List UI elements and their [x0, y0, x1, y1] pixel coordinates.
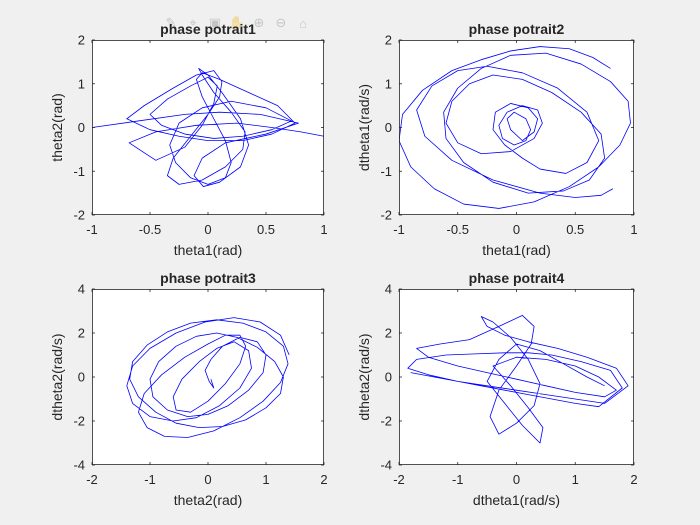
figure-toolbar: ✎ ⌖ ▣ ✋ ⊕ ⊖ ⌂	[162, 14, 312, 32]
y-tick-label: 4	[78, 282, 85, 297]
x-tick-label: 1	[262, 472, 269, 487]
x-axis-label: theta1(rad)	[174, 242, 242, 258]
x-axis-label: dtheta1(rad/s)	[473, 492, 560, 508]
y-tick-label: 1	[78, 76, 85, 91]
chart-title: phase potrait1	[160, 21, 256, 37]
data-tip-icon[interactable]: ⌖	[189, 15, 197, 30]
y-axis-label: dtheta1(rad/s)	[356, 84, 372, 171]
chart-title: phase potrait2	[469, 21, 565, 37]
data-series-line	[407, 314, 629, 444]
data-series-line	[399, 46, 631, 209]
y-tick-label: 1	[385, 76, 392, 91]
y-tick-label: -2	[73, 414, 85, 429]
y-axis-label: theta2(rad)	[49, 93, 65, 161]
x-axis-label: theta2(rad)	[174, 492, 242, 508]
home-icon[interactable]: ⌂	[299, 15, 307, 31]
x-tick-label: 2	[320, 472, 327, 487]
chart-title: phase potrait4	[469, 270, 565, 286]
x-tick-label: -0.5	[139, 222, 161, 237]
y-axis-label: dtheta2(rad/s)	[356, 333, 372, 420]
x-tick-label: 0	[513, 472, 520, 487]
x-tick-label: 0	[204, 222, 211, 237]
x-tick-label: -0.5	[447, 222, 469, 237]
pan-icon[interactable]: ✋	[228, 15, 246, 30]
y-tick-label: -4	[73, 458, 85, 473]
y-tick-label: -4	[380, 458, 392, 473]
plot-area	[92, 40, 324, 215]
y-tick-label: 0	[78, 120, 85, 135]
x-tick-label: 2	[630, 472, 637, 487]
x-tick-label: -1	[452, 472, 464, 487]
x-tick-label: -2	[86, 472, 98, 487]
y-tick-label: -2	[73, 208, 85, 223]
x-tick-label: 1	[630, 222, 637, 237]
x-tick-label: 0	[204, 472, 211, 487]
save-icon[interactable]: ▣	[208, 15, 222, 30]
data-series-line	[92, 68, 324, 187]
x-tick-label: -2	[393, 472, 405, 487]
x-tick-label: -1	[86, 222, 98, 237]
y-tick-label: 2	[385, 33, 392, 48]
zoom-in-icon[interactable]: ⊕	[253, 15, 265, 30]
y-tick-label: 2	[78, 33, 85, 48]
x-tick-label: 0.5	[566, 222, 584, 237]
y-tick-label: 2	[78, 326, 85, 341]
zoom-out-icon[interactable]: ⊖	[275, 15, 287, 30]
x-tick-label: 1	[572, 472, 579, 487]
x-tick-label: -1	[393, 222, 405, 237]
plot-area	[92, 289, 324, 465]
x-tick-label: 0	[513, 222, 520, 237]
x-tick-label: -1	[144, 472, 156, 487]
y-tick-label: 4	[385, 282, 392, 297]
y-tick-label: -1	[73, 164, 85, 179]
x-tick-label: 1	[320, 222, 327, 237]
y-tick-label: 0	[78, 370, 85, 385]
y-tick-label: 2	[385, 326, 392, 341]
x-tick-label: 0.5	[257, 222, 275, 237]
y-tick-label: 0	[385, 120, 392, 135]
brush-icon[interactable]: ✎	[165, 15, 177, 30]
chart-title: phase potrait3	[160, 270, 256, 286]
y-axis-label: dtheta2(rad/s)	[49, 333, 65, 420]
y-tick-label: -2	[380, 414, 392, 429]
y-tick-label: -2	[380, 208, 392, 223]
y-tick-label: -1	[380, 164, 392, 179]
y-tick-label: 0	[385, 370, 392, 385]
x-axis-label: theta1(rad)	[482, 242, 550, 258]
data-series-line	[126, 317, 290, 438]
